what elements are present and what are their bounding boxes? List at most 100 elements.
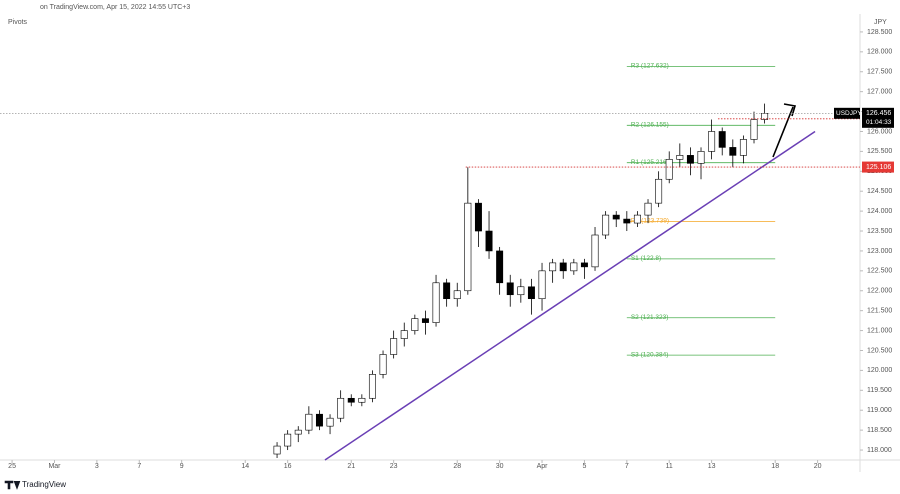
candle-body	[294, 429, 302, 435]
pivot-label: R3 (127.632)	[631, 63, 669, 70]
y-tick-label: 123.000	[867, 248, 892, 255]
candle-body	[750, 119, 758, 140]
candle-body	[411, 318, 419, 331]
candle-body	[708, 131, 716, 152]
candle-body	[443, 282, 451, 300]
x-tick-label: 28	[453, 463, 461, 470]
candle-body	[602, 214, 610, 236]
candle-body	[453, 290, 461, 300]
candle-body	[485, 230, 493, 252]
y-tick-label: 128.500	[867, 29, 892, 36]
candle-body	[347, 397, 355, 403]
candle-body	[506, 282, 514, 296]
y-tick-label: 123.500	[867, 228, 892, 235]
candle-body	[315, 413, 323, 427]
logo-text: TradingView	[22, 480, 66, 489]
candle-body	[612, 214, 620, 220]
pivot-label: S3 (120.384)	[631, 351, 669, 358]
candle-body	[464, 202, 472, 292]
candle-body	[718, 131, 726, 148]
symbol-label: USDJPY	[836, 110, 862, 117]
x-tick-label: 7	[625, 463, 629, 470]
candle-body	[326, 417, 334, 427]
x-tick-label: 5	[582, 463, 586, 470]
level-label-box	[862, 161, 894, 173]
candle-body	[655, 178, 663, 204]
pivot-label: R1 (125.216)	[631, 159, 669, 166]
y-tick-label: 126.000	[867, 128, 892, 135]
logo-icon	[4, 480, 21, 490]
y-tick-label: 127.000	[867, 88, 892, 95]
candle-body	[739, 139, 747, 156]
candle-body	[337, 397, 345, 419]
x-tick-label: 25	[8, 463, 16, 470]
candle-body	[421, 318, 429, 323]
candle-body	[284, 433, 292, 447]
x-tick-label: Apr	[537, 463, 549, 470]
x-tick-label: 16	[284, 463, 292, 470]
candle-body	[623, 218, 631, 224]
x-tick-label: 20	[814, 463, 822, 470]
candle-body	[580, 262, 588, 268]
candle-body	[633, 214, 641, 224]
y-tick-label: 121.000	[867, 327, 892, 334]
candle-body	[496, 250, 504, 284]
trendline	[324, 130, 816, 461]
source: on TradingView.com, Apr 15, 2022 14:55 U…	[40, 4, 190, 11]
y-tick-label: 121.500	[867, 308, 892, 315]
x-tick-label: 11	[666, 463, 673, 470]
y-tick-label: 124.000	[867, 208, 892, 215]
candle-body	[729, 147, 737, 156]
candle-body	[379, 354, 387, 375]
last-price-box	[862, 107, 894, 128]
y-tick-label: 122.000	[867, 288, 892, 295]
candle-body	[644, 202, 652, 216]
currency: JPY	[874, 19, 887, 26]
candle-body	[432, 282, 440, 323]
x-tick-label: 13	[708, 463, 716, 470]
candle-body	[549, 262, 557, 272]
y-tick-label: 125.500	[867, 148, 892, 155]
x-tick-label: 3	[95, 463, 99, 470]
pivot-label: S1 (122.8)	[631, 255, 661, 262]
candle-body	[368, 374, 376, 399]
candle-body	[358, 397, 366, 403]
y-tick-label: 119.500	[867, 387, 892, 394]
indicator-name: Pivots	[8, 19, 28, 26]
candle-body	[559, 262, 567, 272]
candle-body	[273, 445, 281, 455]
candle-body	[686, 155, 694, 164]
y-tick-label: 119.000	[867, 407, 892, 414]
y-tick-label: 122.500	[867, 268, 892, 275]
y-tick-label: 118.500	[867, 427, 892, 434]
candle-body	[390, 338, 398, 355]
pivot-label: S2 (121.323)	[631, 314, 669, 321]
x-tick-label: Mar	[48, 463, 61, 470]
x-tick-label: 7	[137, 463, 141, 470]
candle-body	[527, 286, 535, 300]
y-tick-label: 118.000	[867, 447, 892, 454]
y-tick-label: 120.000	[867, 367, 892, 374]
y-tick-label: 128.000	[867, 49, 892, 56]
candle-body	[474, 202, 482, 232]
x-tick-label: 23	[390, 463, 398, 470]
symbol-box	[834, 107, 860, 119]
x-tick-label: 9	[180, 463, 184, 470]
x-tick-label: 18	[771, 463, 779, 470]
candle-body	[400, 330, 408, 339]
arrow	[772, 103, 797, 158]
candle-body	[538, 270, 546, 300]
candle-body	[591, 234, 599, 268]
x-tick-label: 30	[496, 463, 504, 470]
candle-body	[676, 155, 684, 160]
last-price-label: 126.456	[866, 110, 891, 117]
pivot-label: R2 (126.155)	[631, 122, 669, 129]
level-label: 125.106	[866, 164, 891, 171]
x-tick-label: 14	[241, 463, 249, 470]
candle-body	[697, 151, 705, 164]
pivot-label: PP (123.739)	[631, 218, 669, 225]
candle-body	[517, 286, 525, 296]
y-tick-label: 127.500	[867, 69, 892, 76]
